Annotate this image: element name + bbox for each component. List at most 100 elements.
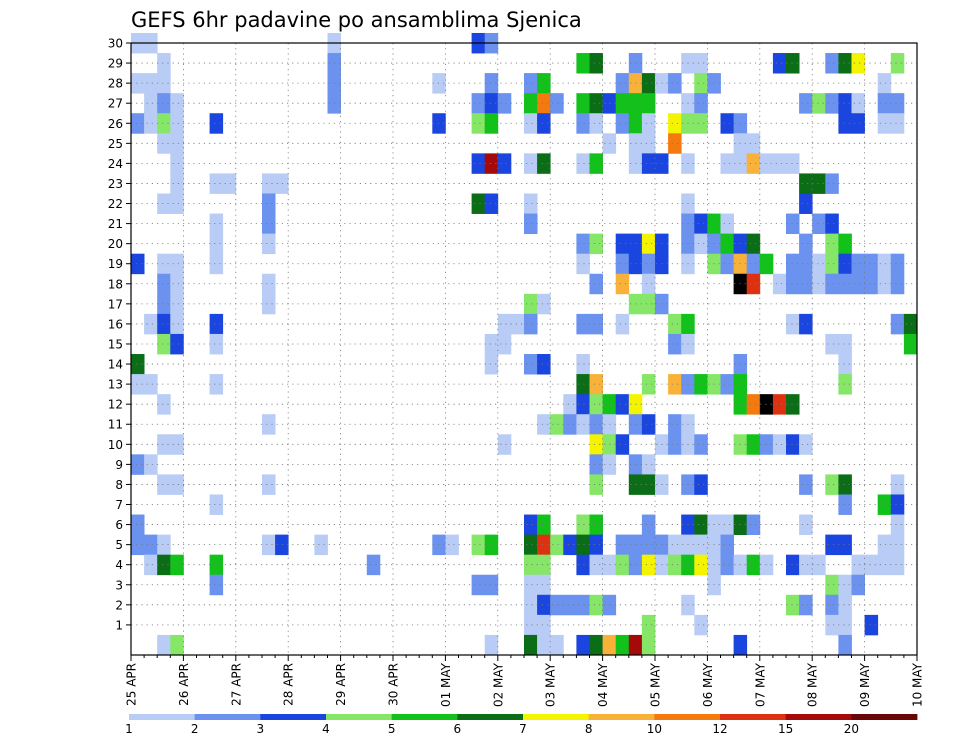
heatmap-cell <box>471 193 486 214</box>
heatmap-cell <box>589 374 603 395</box>
heatmap-cell <box>497 333 512 355</box>
heatmap-cell <box>615 634 630 656</box>
heatmap-cell <box>537 554 551 576</box>
heatmap-cell <box>524 93 538 114</box>
heatmap-cell <box>825 253 839 275</box>
y-axis: 1234567891011121314151617181920212223242… <box>108 37 131 632</box>
heatmap-cell <box>576 514 590 536</box>
heatmap-cell <box>812 213 826 235</box>
heatmap-cell <box>157 333 171 355</box>
heatmap-cell <box>497 93 512 114</box>
heatmap-cell <box>799 93 813 114</box>
heatmap-cell <box>170 293 184 315</box>
heatmap-cell <box>131 514 145 536</box>
y-tick-label: 19 <box>108 257 123 271</box>
y-tick-label: 5 <box>115 538 123 552</box>
heatmap-cell <box>537 574 551 596</box>
heatmap-cell <box>576 414 590 435</box>
y-tick-label: 26 <box>108 117 123 131</box>
heatmap-cell <box>641 614 656 636</box>
colorbar-swatch <box>720 714 787 720</box>
heatmap-cell <box>825 594 839 616</box>
heatmap-cell <box>576 153 590 174</box>
heatmap-cell <box>550 594 564 616</box>
heatmap-cell <box>838 93 852 114</box>
colorbar-swatch <box>785 714 852 720</box>
heatmap-cell <box>720 113 734 134</box>
heatmap-cell <box>877 494 892 515</box>
heatmap-cell <box>903 333 918 355</box>
heatmap-cell <box>537 614 551 636</box>
heatmap-cell <box>641 634 656 656</box>
heatmap-cell <box>157 53 171 74</box>
heatmap-cell <box>864 273 879 295</box>
y-tick-label: 3 <box>115 578 123 592</box>
y-tick-label: 1 <box>115 618 123 632</box>
heatmap-cell <box>576 93 590 114</box>
heatmap-cell <box>131 534 145 556</box>
colorbar-label: 15 <box>778 722 793 736</box>
heatmap-cell <box>589 233 603 255</box>
heatmap-cell <box>694 93 708 114</box>
heatmap-cell <box>746 514 761 536</box>
colorbar-label: 5 <box>388 722 396 736</box>
heatmap-cell <box>694 514 708 536</box>
heatmap-cell <box>641 113 656 134</box>
x-tick-label: 10 MAY <box>911 662 925 707</box>
heatmap-cell <box>615 233 630 255</box>
heatmap-cell <box>157 394 171 415</box>
heatmap-cell <box>484 634 499 656</box>
heatmap-cell <box>786 153 800 174</box>
heatmap-cell <box>746 253 761 275</box>
heatmap-cell <box>720 213 734 235</box>
heatmap-cell <box>746 153 761 174</box>
heatmap-cell <box>537 153 551 174</box>
heatmap-cell <box>537 354 551 375</box>
heatmap-cell <box>838 634 852 656</box>
colorbar: 1 2 3 4 5 6 7 8 10 12 15 20 <box>125 714 918 736</box>
heatmap-cell <box>641 93 656 114</box>
heatmap-cell <box>524 113 538 134</box>
heatmap-cell <box>694 233 708 255</box>
heatmap-cell <box>524 313 538 335</box>
heatmap-cell <box>602 93 617 114</box>
heatmap-cell <box>589 414 603 435</box>
heatmap-cell <box>524 614 538 636</box>
heatmap-cell <box>903 313 918 335</box>
heatmap-cell <box>432 73 446 94</box>
heatmap-cell <box>720 534 734 556</box>
heatmap-cell <box>524 534 538 556</box>
colorbar-label: 12 <box>712 722 727 736</box>
heatmap-cell <box>144 313 158 335</box>
heatmap-cell <box>589 313 603 335</box>
heatmap-cell <box>720 514 734 536</box>
heatmap-cell <box>576 394 590 415</box>
heatmap-cell <box>209 494 224 515</box>
heatmap-cell <box>877 534 892 556</box>
heatmap-cell <box>812 253 826 275</box>
heatmap-cell <box>890 474 905 495</box>
heatmap-cell <box>602 454 617 475</box>
x-tick-label: 27 APR <box>229 663 243 706</box>
heatmap-cell <box>262 414 276 435</box>
heatmap-cell <box>262 474 276 495</box>
y-tick-label: 12 <box>108 398 123 412</box>
heatmap-cell <box>694 434 708 455</box>
y-tick-label: 6 <box>115 518 123 532</box>
heatmap-cell <box>589 634 603 656</box>
heatmap-cell <box>851 273 865 295</box>
heatmap-cell <box>851 574 865 596</box>
heatmap-cell <box>170 133 184 154</box>
heatmap-cell <box>170 173 184 194</box>
heatmap-cell <box>157 113 171 134</box>
x-tick-label: 30 APR <box>387 663 401 706</box>
heatmap-cell <box>746 233 761 255</box>
heatmap-cell <box>589 554 603 576</box>
heatmap-cell <box>209 213 224 235</box>
heatmap-cell <box>484 73 499 94</box>
heatmap-cell <box>641 474 656 495</box>
x-tick-label: 25 APR <box>125 663 139 706</box>
heatmap-cell <box>694 554 708 576</box>
heatmap-cell <box>170 313 184 335</box>
